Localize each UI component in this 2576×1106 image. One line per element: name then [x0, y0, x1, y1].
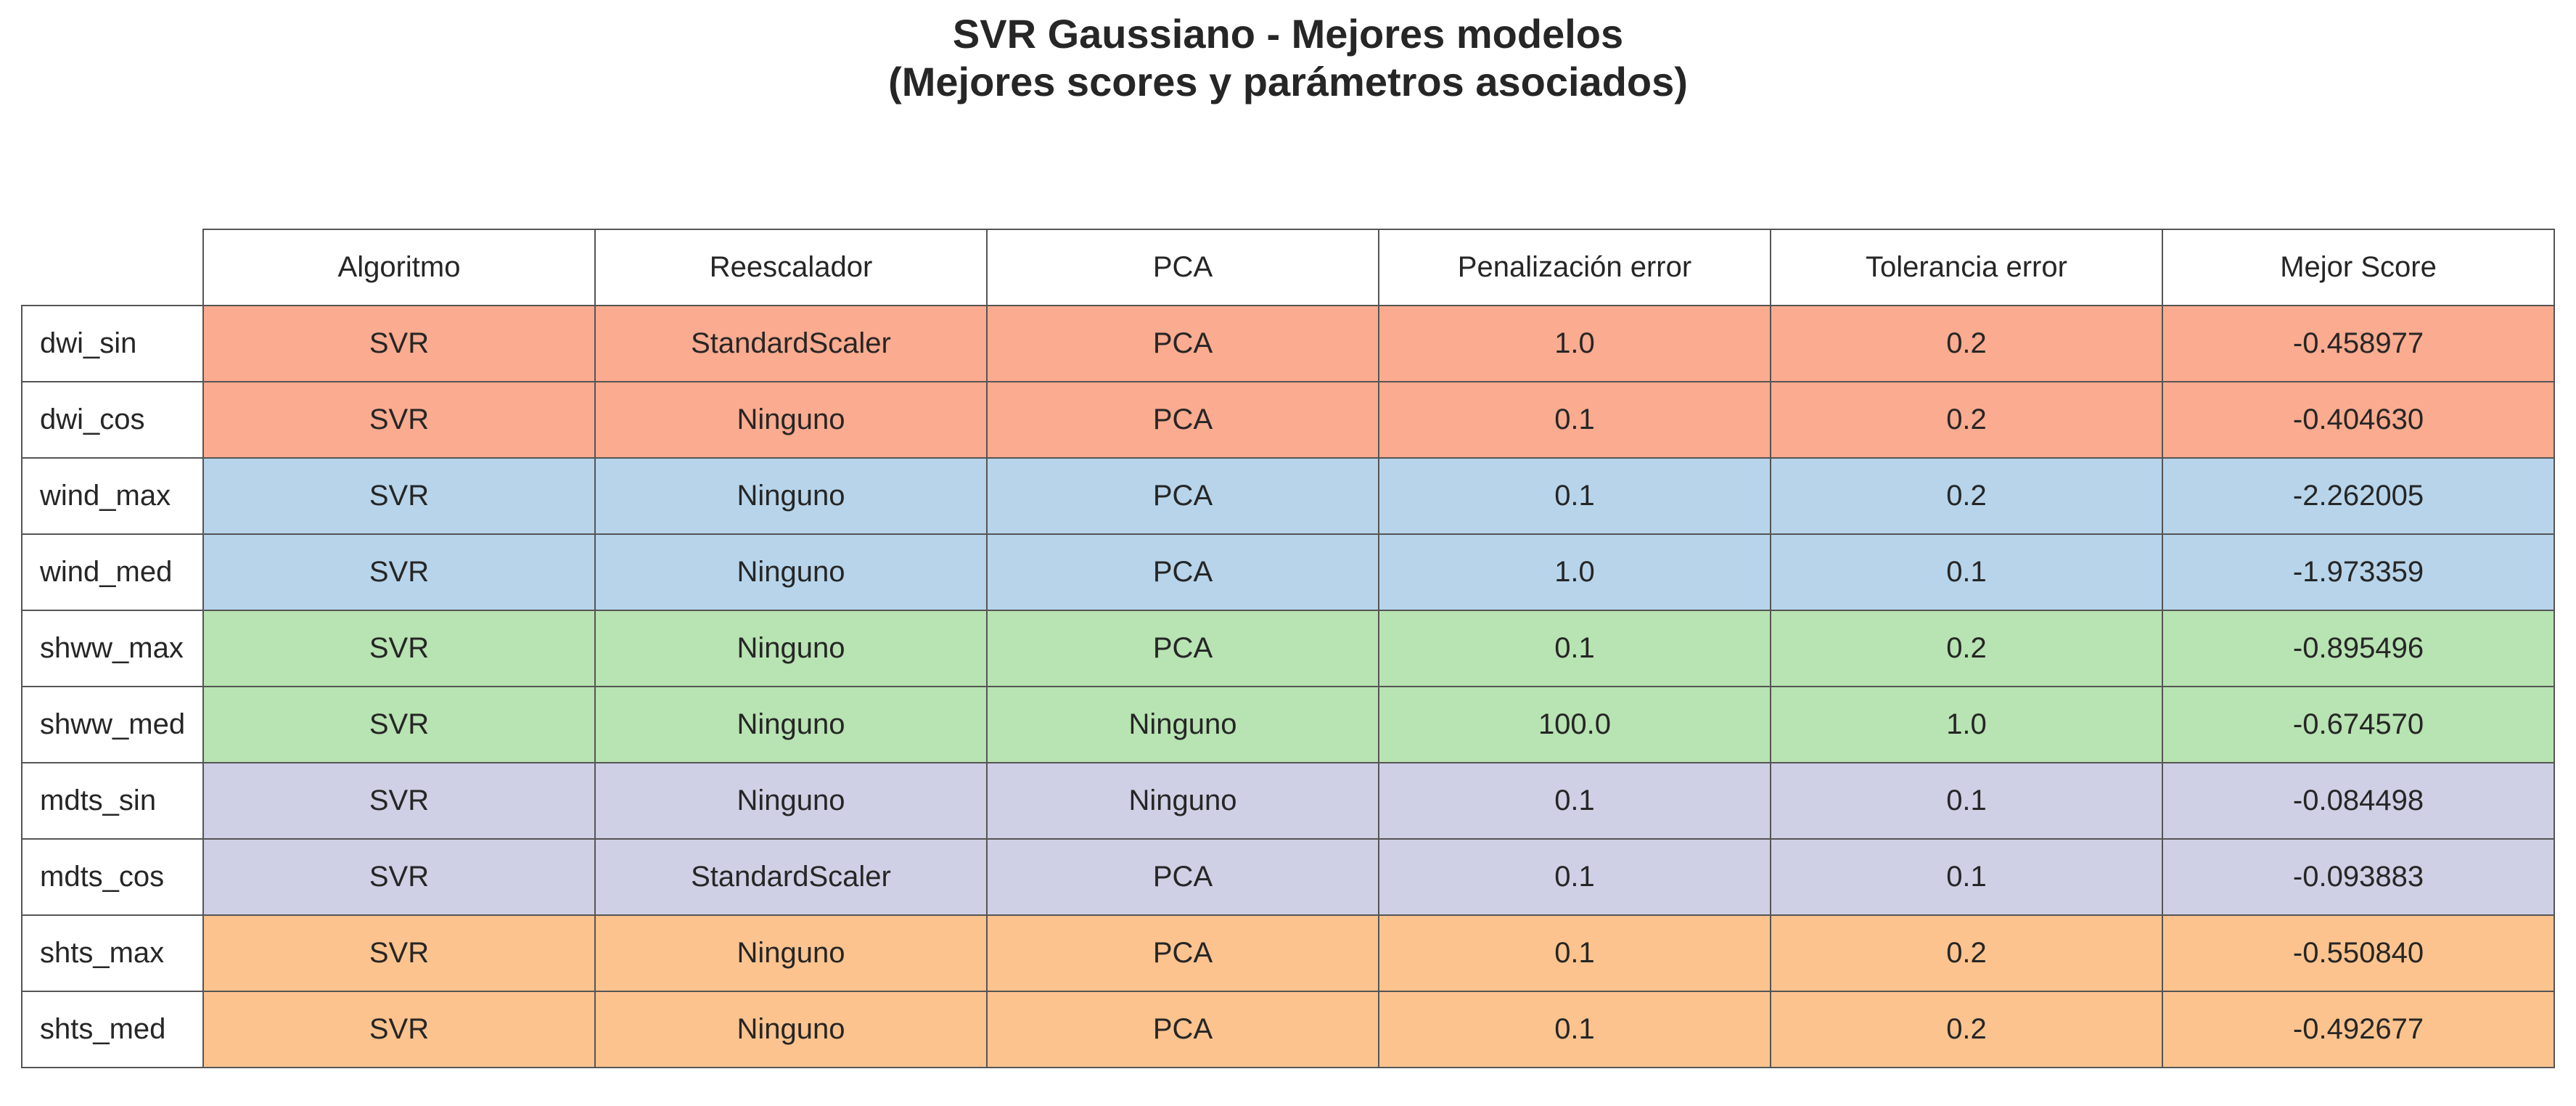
- table-cell: Ninguno: [594, 533, 988, 611]
- table-cell: 0.2: [1770, 381, 2163, 459]
- table-cell: 0.1: [1378, 381, 1771, 459]
- table-cell: Ninguno: [594, 457, 988, 535]
- corner-cell: [22, 229, 203, 306]
- row-label: mdts_cos: [21, 838, 204, 916]
- table-cell: Ninguno: [594, 914, 988, 992]
- table-cell: PCA: [986, 914, 1379, 992]
- row-label: shww_med: [21, 686, 204, 763]
- column-header: PCA: [986, 229, 1379, 306]
- chart-title: SVR Gaussiano - Mejores modelos (Mejores…: [0, 10, 2576, 106]
- header-row: Algoritmo Reescalador PCA Penalización e…: [22, 229, 2555, 306]
- table-cell: 1.0: [1378, 533, 1771, 611]
- table-row: dwi_sin SVR StandardScaler PCA 1.0 0.2 -0.4589…: [21, 305, 2555, 382]
- table-cell: SVR: [202, 838, 596, 916]
- table-cell: -0.458977: [2162, 305, 2555, 382]
- table-cell: Ninguno: [594, 991, 988, 1068]
- title-line-1: SVR Gaussiano - Mejores modelos: [952, 11, 1624, 57]
- table-row: wind_med SVR Ninguno PCA 1.0 0.1 -1.973359: [21, 533, 2555, 611]
- table-cell: 0.2: [1770, 610, 2163, 687]
- column-header: Penalización error: [1378, 229, 1771, 306]
- row-label: dwi_sin: [21, 305, 204, 382]
- table-cell: -0.674570: [2162, 686, 2555, 763]
- column-header: Algoritmo: [202, 229, 596, 306]
- row-label: dwi_cos: [21, 381, 204, 459]
- table-cell: 0.2: [1770, 305, 2163, 382]
- table-cell: 0.1: [1770, 762, 2163, 840]
- table-row: shww_med SVR Ninguno Ninguno 100.0 1.0 -0.6745…: [21, 686, 2555, 763]
- table-cell: 0.1: [1378, 914, 1771, 992]
- table-cell: Ninguno: [594, 610, 988, 687]
- table-cell: SVR: [202, 610, 596, 687]
- table-cell: PCA: [986, 610, 1379, 687]
- row-label: wind_med: [21, 533, 204, 611]
- table-body: dwi_sin SVR StandardScaler PCA 1.0 0.2 -0.4589…: [21, 305, 2555, 1068]
- table-cell: -1.973359: [2162, 533, 2555, 611]
- table-cell: -0.093883: [2162, 838, 2555, 916]
- table-cell: PCA: [986, 991, 1379, 1068]
- table-cell: Ninguno: [594, 686, 988, 763]
- table-cell: SVR: [202, 305, 596, 382]
- table-cell: 0.1: [1770, 838, 2163, 916]
- table-cell: SVR: [202, 914, 596, 992]
- table-cell: -0.492677: [2162, 991, 2555, 1068]
- table-row: mdts_sin SVR Ninguno Ninguno 0.1 0.1 -0.084498: [21, 762, 2555, 840]
- table-cell: StandardScaler: [594, 305, 988, 382]
- row-label: mdts_sin: [21, 762, 204, 840]
- table-cell: 0.1: [1378, 838, 1771, 916]
- column-header: Reescalador: [594, 229, 988, 306]
- results-table: Algoritmo Reescalador PCA Penalización e…: [21, 229, 2555, 1068]
- table-cell: 0.1: [1378, 457, 1771, 535]
- table-cell: PCA: [986, 457, 1379, 535]
- title-line-2: (Mejores scores y parámetros asociados): [888, 59, 1688, 105]
- table-cell: PCA: [986, 381, 1379, 459]
- table-cell: Ninguno: [986, 686, 1379, 763]
- table-cell: 0.2: [1770, 991, 2163, 1068]
- table-cell: StandardScaler: [594, 838, 988, 916]
- table-cell: SVR: [202, 762, 596, 840]
- table-cell: -0.404630: [2162, 381, 2555, 459]
- table-cell: SVR: [202, 533, 596, 611]
- table-cell: 1.0: [1770, 686, 2163, 763]
- table-row: mdts_cos SVR StandardScaler PCA 0.1 0.1 -0.093…: [21, 838, 2555, 916]
- table-cell: SVR: [202, 457, 596, 535]
- table-cell: -0.895496: [2162, 610, 2555, 687]
- row-label: shww_max: [21, 610, 204, 687]
- table-cell: 0.2: [1770, 914, 2163, 992]
- table-cell: PCA: [986, 838, 1379, 916]
- table-cell: 0.1: [1378, 762, 1771, 840]
- table-cell: PCA: [986, 305, 1379, 382]
- table-cell: -2.262005: [2162, 457, 2555, 535]
- table-cell: -0.550840: [2162, 914, 2555, 992]
- row-label: shts_med: [21, 991, 204, 1068]
- table-cell: 0.2: [1770, 457, 2163, 535]
- table-cell: 0.1: [1378, 991, 1771, 1068]
- table-row: shts_med SVR Ninguno PCA 0.1 0.2 -0.492677: [21, 991, 2555, 1068]
- table-cell: -0.084498: [2162, 762, 2555, 840]
- table-row: shww_max SVR Ninguno PCA 0.1 0.2 -0.895496: [21, 610, 2555, 687]
- table-cell: 0.1: [1770, 533, 2163, 611]
- table-cell: SVR: [202, 991, 596, 1068]
- table-cell: SVR: [202, 381, 596, 459]
- table-cell: 0.1: [1378, 610, 1771, 687]
- table-cell: 1.0: [1378, 305, 1771, 382]
- table-cell: 100.0: [1378, 686, 1771, 763]
- table-cell: SVR: [202, 686, 596, 763]
- table-cell: PCA: [986, 533, 1379, 611]
- table-row: wind_max SVR Ninguno PCA 0.1 0.2 -2.262005: [21, 457, 2555, 535]
- table-cell: Ninguno: [986, 762, 1379, 840]
- row-label: wind_max: [21, 457, 204, 535]
- column-header: Tolerancia error: [1770, 229, 2163, 306]
- table-cell: Ninguno: [594, 762, 988, 840]
- table-row: shts_max SVR Ninguno PCA 0.1 0.2 -0.550840: [21, 914, 2555, 992]
- row-label: shts_max: [21, 914, 204, 992]
- column-header: Mejor Score: [2162, 229, 2555, 306]
- table-row: dwi_cos SVR Ninguno PCA 0.1 0.2 -0.404630: [21, 381, 2555, 459]
- table-cell: Ninguno: [594, 381, 988, 459]
